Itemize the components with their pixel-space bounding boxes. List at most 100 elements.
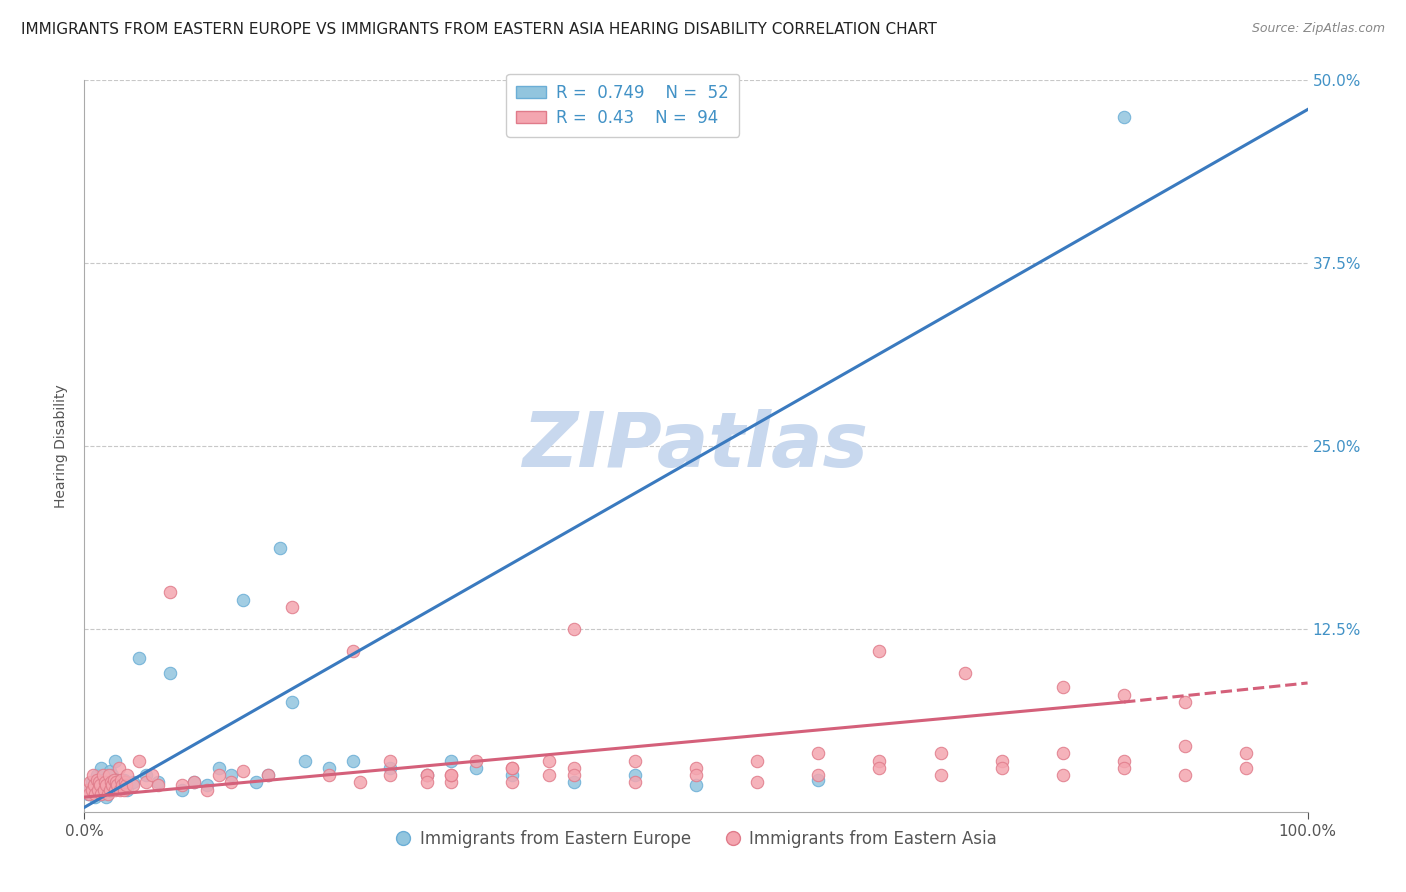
Point bbox=[991, 754, 1014, 768]
Point bbox=[502, 761, 524, 775]
Point bbox=[440, 754, 463, 768]
Point bbox=[79, 775, 101, 789]
Point bbox=[86, 768, 108, 782]
Point bbox=[115, 778, 138, 792]
Point bbox=[135, 775, 157, 789]
Point bbox=[128, 651, 150, 665]
Point bbox=[87, 782, 110, 797]
Point bbox=[1114, 688, 1136, 702]
Point bbox=[1174, 739, 1197, 753]
Point bbox=[89, 778, 111, 792]
Point bbox=[94, 778, 117, 792]
Point bbox=[232, 764, 254, 778]
Point bbox=[318, 768, 340, 782]
Point bbox=[1052, 681, 1074, 695]
Point bbox=[105, 778, 128, 792]
Point bbox=[111, 778, 134, 792]
Point bbox=[562, 622, 585, 636]
Legend: Immigrants from Eastern Europe, Immigrants from Eastern Asia: Immigrants from Eastern Europe, Immigran… bbox=[388, 823, 1004, 855]
Point bbox=[101, 778, 124, 792]
Point bbox=[685, 778, 707, 792]
Point bbox=[208, 761, 231, 775]
Point bbox=[114, 775, 136, 789]
Point bbox=[219, 768, 242, 782]
Point bbox=[807, 772, 830, 787]
Point bbox=[1052, 768, 1074, 782]
Point bbox=[172, 782, 194, 797]
Point bbox=[380, 768, 402, 782]
Point bbox=[807, 746, 830, 760]
Point bbox=[1052, 746, 1074, 760]
Point bbox=[77, 787, 100, 801]
Point bbox=[79, 782, 101, 797]
Point bbox=[208, 768, 231, 782]
Point bbox=[112, 782, 135, 797]
Point bbox=[1114, 754, 1136, 768]
Point bbox=[219, 775, 242, 789]
Point bbox=[281, 599, 304, 614]
Point bbox=[502, 768, 524, 782]
Point bbox=[502, 761, 524, 775]
Point bbox=[101, 768, 124, 782]
Point bbox=[416, 768, 439, 782]
Point bbox=[869, 644, 891, 658]
Point bbox=[122, 775, 145, 789]
Point bbox=[77, 787, 100, 801]
Point bbox=[91, 768, 114, 782]
Point bbox=[146, 775, 169, 789]
Point bbox=[100, 775, 122, 789]
Point bbox=[103, 772, 125, 787]
Point bbox=[97, 787, 120, 801]
Point bbox=[342, 644, 364, 658]
Point bbox=[1174, 695, 1197, 709]
Point bbox=[76, 782, 98, 797]
Point bbox=[110, 772, 132, 787]
Point bbox=[440, 768, 463, 782]
Point bbox=[90, 761, 112, 775]
Point bbox=[440, 768, 463, 782]
Point bbox=[110, 778, 132, 792]
Point bbox=[93, 782, 115, 797]
Point bbox=[82, 768, 104, 782]
Point bbox=[464, 754, 486, 768]
Point bbox=[87, 775, 110, 789]
Point bbox=[159, 585, 181, 599]
Point bbox=[562, 775, 585, 789]
Point bbox=[128, 754, 150, 768]
Point bbox=[91, 772, 114, 787]
Point bbox=[349, 775, 371, 789]
Point bbox=[97, 775, 120, 789]
Point bbox=[84, 790, 107, 805]
Point bbox=[562, 768, 585, 782]
Point bbox=[98, 764, 121, 778]
Point bbox=[1236, 761, 1258, 775]
Point bbox=[232, 592, 254, 607]
Point bbox=[380, 761, 402, 775]
Text: Source: ZipAtlas.com: Source: ZipAtlas.com bbox=[1251, 22, 1385, 36]
Y-axis label: Hearing Disability: Hearing Disability bbox=[55, 384, 69, 508]
Point bbox=[538, 768, 561, 782]
Text: IMMIGRANTS FROM EASTERN EUROPE VS IMMIGRANTS FROM EASTERN ASIA HEARING DISABILIT: IMMIGRANTS FROM EASTERN EUROPE VS IMMIGR… bbox=[21, 22, 936, 37]
Point bbox=[87, 775, 110, 789]
Point bbox=[1114, 110, 1136, 124]
Point bbox=[96, 778, 118, 792]
Point bbox=[104, 782, 127, 797]
Point bbox=[440, 775, 463, 789]
Point bbox=[96, 790, 118, 805]
Point bbox=[685, 761, 707, 775]
Point bbox=[624, 768, 647, 782]
Point bbox=[90, 787, 112, 801]
Point bbox=[97, 768, 120, 782]
Point bbox=[89, 787, 111, 801]
Point bbox=[747, 754, 769, 768]
Point bbox=[195, 778, 218, 792]
Point bbox=[991, 761, 1014, 775]
Point bbox=[1236, 746, 1258, 760]
Point bbox=[747, 775, 769, 789]
Point bbox=[929, 746, 952, 760]
Point bbox=[342, 754, 364, 768]
Point bbox=[115, 768, 138, 782]
Point bbox=[416, 768, 439, 782]
Point bbox=[159, 665, 181, 680]
Point bbox=[624, 775, 647, 789]
